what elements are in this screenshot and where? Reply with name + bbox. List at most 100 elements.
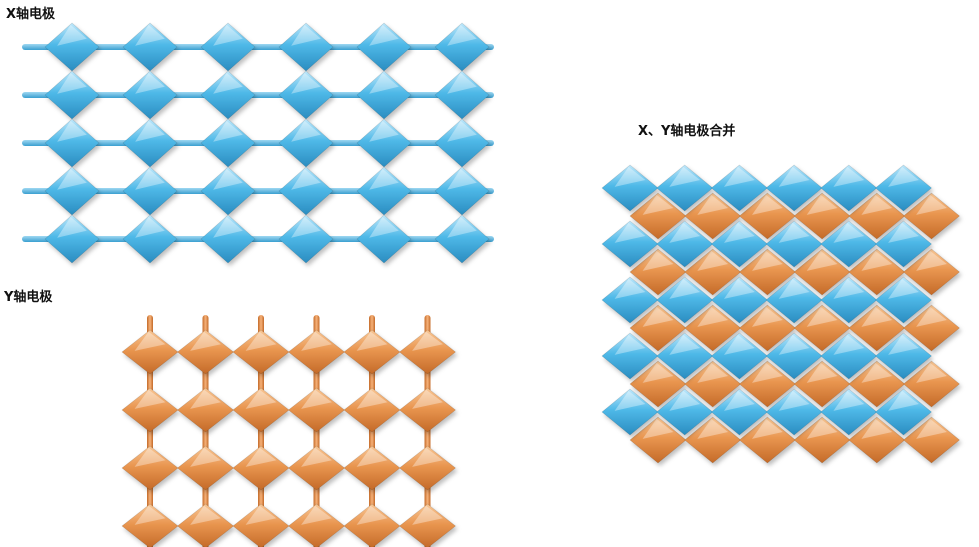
y-electrode-pad xyxy=(399,329,456,375)
y-electrode-pad xyxy=(629,304,687,352)
x-electrode-pad xyxy=(820,164,878,212)
y-electrode-pad xyxy=(177,387,234,433)
y-electrode-pad xyxy=(177,503,234,547)
x-electrode-pad xyxy=(44,166,100,216)
x-electrode-pad xyxy=(278,214,334,264)
x-electrode-pad xyxy=(820,220,878,268)
y-electrode-pad xyxy=(793,192,851,240)
y-electrode-pad xyxy=(903,416,960,464)
x-electrode-pad xyxy=(601,220,659,268)
x-electrode-pad xyxy=(356,214,412,264)
x-electrode-pad xyxy=(434,214,490,264)
x-electrode-pad xyxy=(875,332,932,380)
y-electrode-pad xyxy=(848,304,906,352)
x-electrode-pad xyxy=(875,276,932,324)
x-electrode-pad xyxy=(356,22,412,72)
y-electrode-pad xyxy=(288,445,345,491)
x-electrode-pad xyxy=(278,70,334,120)
x-electrode-pad xyxy=(765,276,823,324)
x-electrode-pad xyxy=(710,388,768,436)
x-electrode-pad xyxy=(820,332,878,380)
x-electrode-pad xyxy=(765,388,823,436)
x-electrode-pad xyxy=(356,70,412,120)
x-electrode-pad xyxy=(710,332,768,380)
x-electrode-pad xyxy=(44,214,100,264)
x-electrode-pad xyxy=(875,388,932,436)
y-electrode-pad xyxy=(738,248,796,296)
y-electrode-pad xyxy=(684,416,742,464)
x-electrode-pad xyxy=(601,332,659,380)
y-electrode-pad xyxy=(684,192,742,240)
y-electrode-pad xyxy=(848,360,906,408)
y-electrode-pad xyxy=(399,387,456,433)
x-electrode-pad xyxy=(875,164,932,212)
y-electrode-pad xyxy=(232,387,290,433)
x-electrode-pad xyxy=(765,220,823,268)
y-electrode-pad xyxy=(848,192,906,240)
x-electrode-pad xyxy=(434,70,490,120)
x-electrode-pad xyxy=(122,70,178,120)
y-electrode-pad xyxy=(738,416,796,464)
x-electrode-pad xyxy=(200,22,256,72)
y-electrode-panel xyxy=(121,315,456,547)
x-electrode-panel xyxy=(22,22,494,264)
y-electrode-pad xyxy=(793,304,851,352)
y-electrode-pad xyxy=(399,503,456,547)
y-electrode-pad xyxy=(903,192,960,240)
x-electrode-pad xyxy=(122,166,178,216)
x-electrode-pad xyxy=(710,164,768,212)
y-electrode-pad xyxy=(793,360,851,408)
x-electrode-pad xyxy=(601,276,659,324)
x-electrode-pad xyxy=(278,166,334,216)
x-electrode-pad xyxy=(710,276,768,324)
y-electrode-label: Y轴电极 xyxy=(4,290,53,305)
x-electrode-pad xyxy=(278,118,334,168)
y-electrode-pad xyxy=(629,248,687,296)
y-electrode-pad xyxy=(903,304,960,352)
xy-merged-panel xyxy=(601,164,960,464)
x-electrode-pad xyxy=(44,22,100,72)
y-electrode-pad xyxy=(232,329,290,375)
x-electrode-pad xyxy=(765,164,823,212)
y-electrode-pad xyxy=(629,360,687,408)
y-electrode-pad xyxy=(399,445,456,491)
x-electrode-pad xyxy=(765,332,823,380)
x-electrode-pad xyxy=(278,22,334,72)
x-electrode-pad xyxy=(122,22,178,72)
x-electrode-pad xyxy=(200,214,256,264)
y-electrode-pad xyxy=(288,329,345,375)
y-electrode-pad xyxy=(903,360,960,408)
y-electrode-pad xyxy=(121,445,179,491)
y-electrode-pad xyxy=(684,304,742,352)
x-electrode-pad xyxy=(656,388,714,436)
x-electrode-pad xyxy=(356,118,412,168)
y-electrode-pad xyxy=(848,416,906,464)
y-electrode-pad xyxy=(684,360,742,408)
x-electrode-pad xyxy=(356,166,412,216)
y-electrode-pad xyxy=(848,248,906,296)
x-electrode-pad xyxy=(710,220,768,268)
y-electrode-pad xyxy=(738,360,796,408)
x-electrode-pad xyxy=(434,166,490,216)
y-electrode-pad xyxy=(903,248,960,296)
x-electrode-pad xyxy=(656,164,714,212)
x-electrode-pad xyxy=(200,166,256,216)
y-electrode-pad xyxy=(343,329,401,375)
x-electrode-pad xyxy=(601,388,659,436)
x-electrode-pad xyxy=(820,388,878,436)
y-electrode-pad xyxy=(343,503,401,547)
x-electrode-pad xyxy=(656,332,714,380)
x-electrode-pad xyxy=(44,70,100,120)
y-electrode-pad xyxy=(232,503,290,547)
x-electrode-label: X轴电极 xyxy=(6,7,56,22)
y-electrode-pad xyxy=(738,192,796,240)
y-electrode-pad xyxy=(288,503,345,547)
x-electrode-pad xyxy=(434,118,490,168)
x-electrode-pad xyxy=(200,70,256,120)
y-electrode-pad xyxy=(121,329,179,375)
y-electrode-pad xyxy=(738,304,796,352)
x-electrode-pad xyxy=(122,214,178,264)
y-electrode-pad xyxy=(684,248,742,296)
x-electrode-pad xyxy=(434,22,490,72)
